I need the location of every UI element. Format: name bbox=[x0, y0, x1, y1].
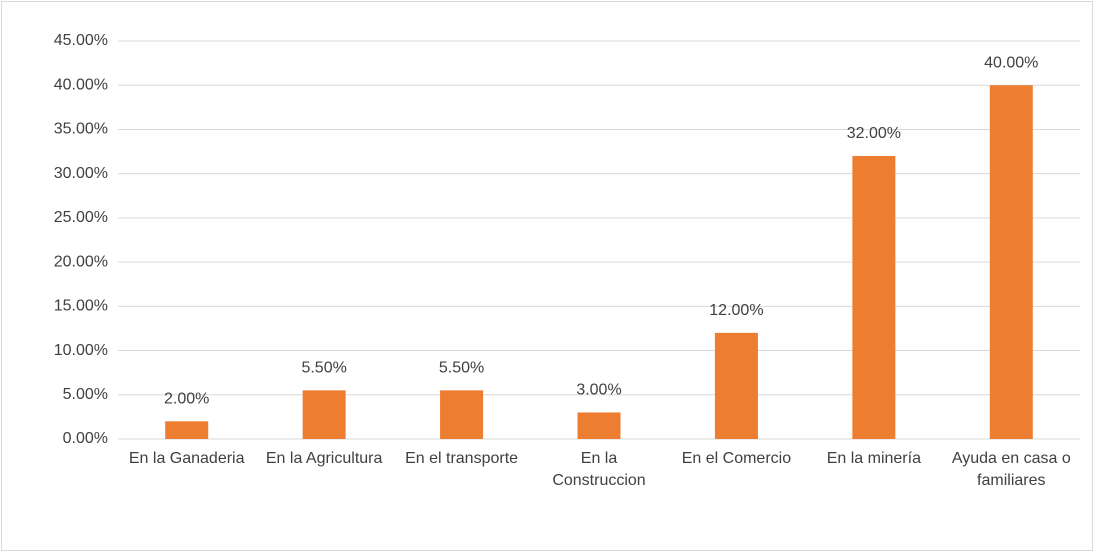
y-tick-label: 5.00% bbox=[63, 386, 108, 403]
x-tick-label: Ayuda en casa o familiares bbox=[951, 450, 1071, 489]
x-tick-label: En la Agricultura bbox=[265, 450, 383, 467]
x-tick-label: En la Construccion bbox=[552, 450, 646, 489]
y-tick-label: 15.00% bbox=[54, 298, 108, 315]
y-tick-label: 20.00% bbox=[54, 253, 108, 270]
data-label: 32.00% bbox=[847, 125, 901, 142]
x-tick-label: En la minería bbox=[826, 450, 921, 467]
y-tick-label: 30.00% bbox=[54, 165, 108, 182]
data-label: 2.00% bbox=[164, 391, 209, 408]
data-label: 5.50% bbox=[301, 360, 346, 377]
x-tick-label: En el Comercio bbox=[681, 450, 792, 467]
data-label: 5.50% bbox=[439, 360, 484, 377]
y-tick-label: 45.00% bbox=[54, 32, 108, 49]
bar bbox=[989, 85, 1033, 439]
y-tick-label: 0.00% bbox=[63, 430, 108, 447]
data-label: 40.00% bbox=[984, 54, 1038, 71]
bar bbox=[302, 390, 346, 439]
y-tick-label: 35.00% bbox=[54, 121, 108, 138]
bar bbox=[440, 390, 484, 439]
y-tick-label: 10.00% bbox=[54, 342, 108, 359]
bar bbox=[577, 412, 621, 439]
y-tick-label: 25.00% bbox=[54, 209, 108, 226]
data-label: 3.00% bbox=[576, 382, 621, 399]
data-label: 12.00% bbox=[709, 302, 763, 319]
bar bbox=[714, 332, 758, 439]
x-tick-label: En la Ganaderia bbox=[128, 450, 245, 467]
bar bbox=[165, 421, 209, 439]
y-tick-label: 40.00% bbox=[54, 76, 108, 93]
bar bbox=[852, 155, 896, 439]
x-tick-label: En el transporte bbox=[405, 450, 519, 467]
